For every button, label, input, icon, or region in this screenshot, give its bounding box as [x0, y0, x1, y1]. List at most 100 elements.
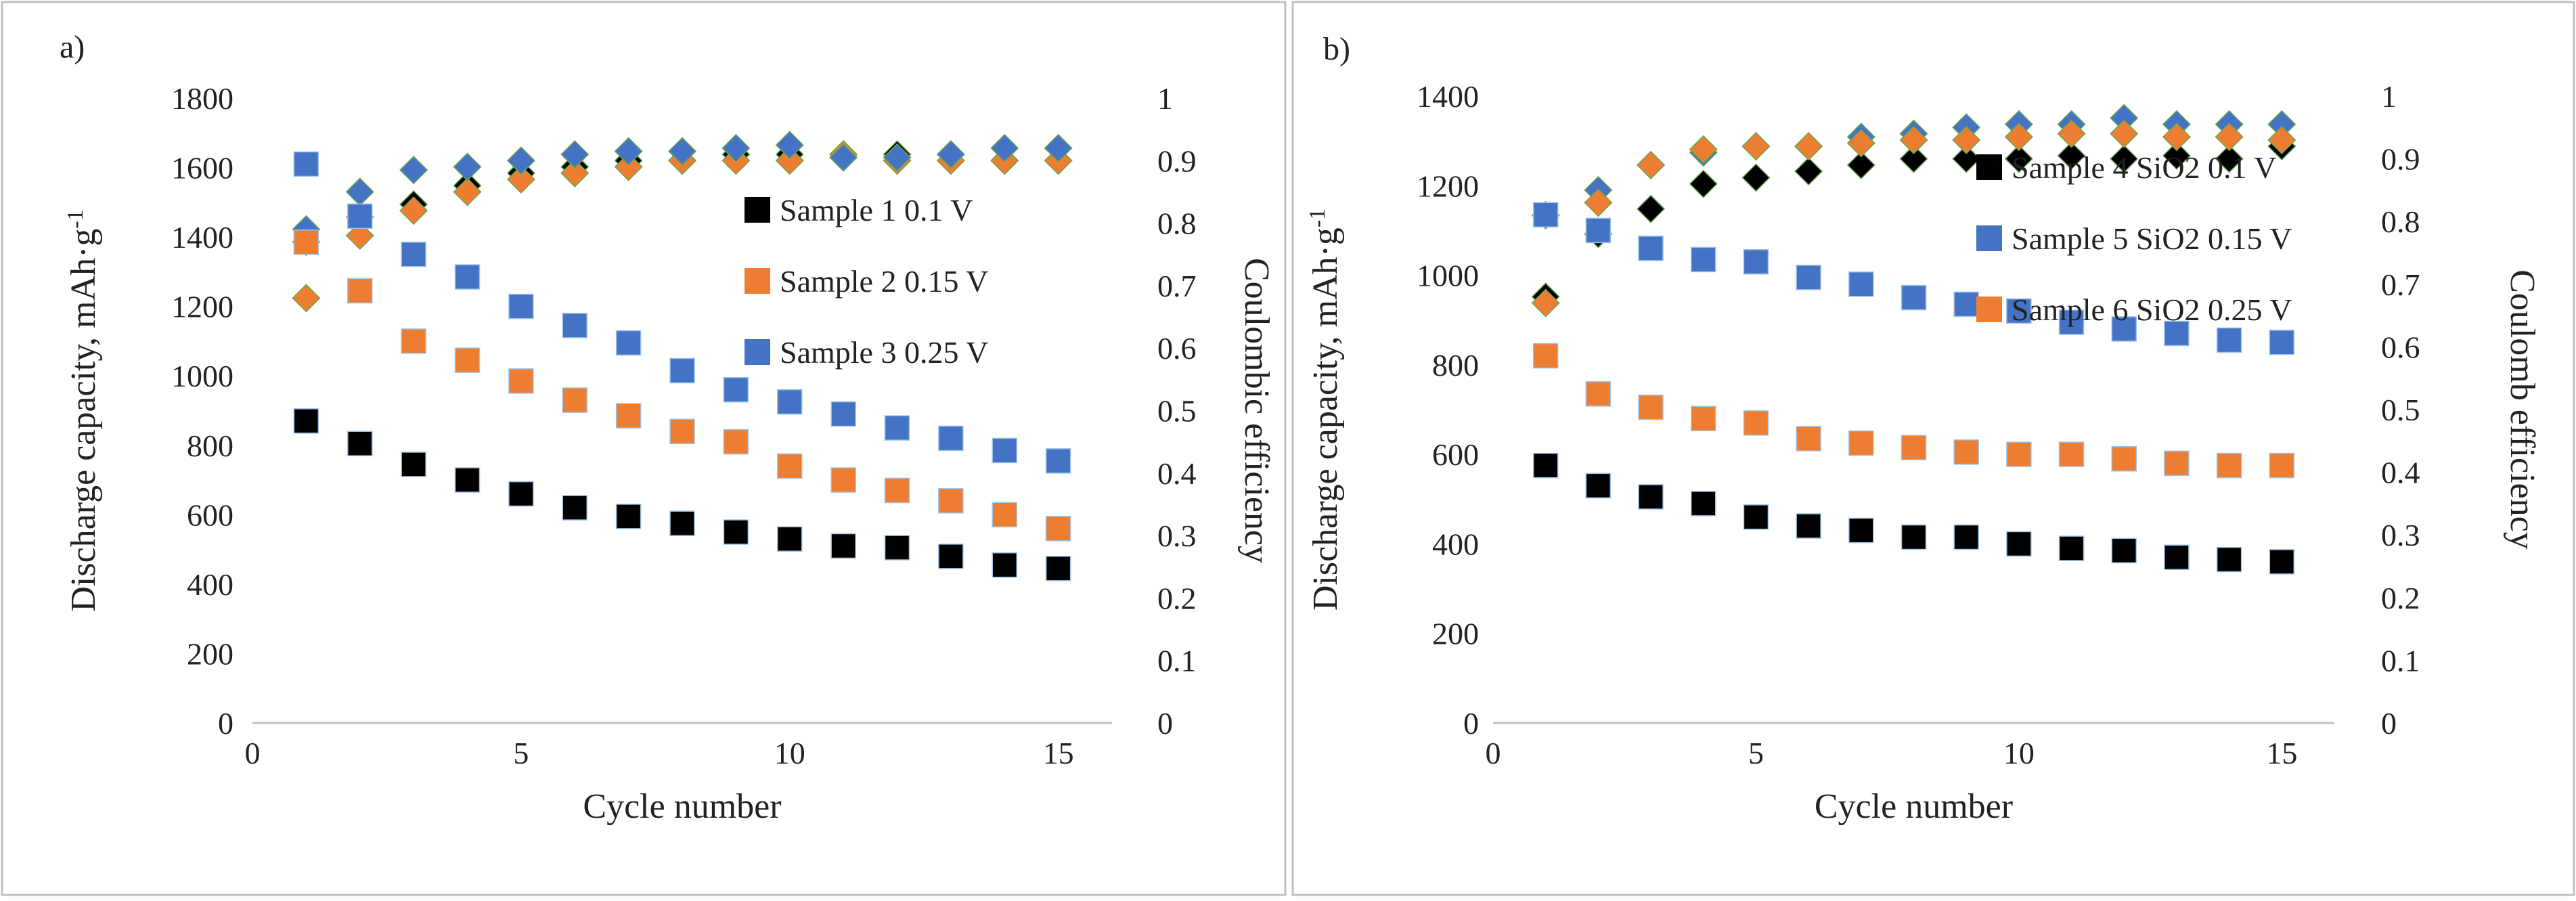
ce-point-sample-6-ce [2110, 119, 2139, 148]
capacity-point-sample-2-0-15-v [293, 229, 319, 255]
x-tick-label: 15 [1043, 736, 1074, 770]
y-tick-label: 800 [1432, 348, 1479, 382]
y-tick-label: 400 [1432, 527, 1479, 561]
capacity-point-sample-1-0-1-v [1045, 556, 1071, 581]
capacity-point-sample-6-sio2-0-25-v [1638, 394, 1664, 420]
capacity-point-sample-1-0-1-v [992, 552, 1017, 578]
legend-label: Sample 2 0.15 V [780, 264, 988, 299]
legend-marker [1976, 296, 2002, 322]
y2-tick-label: 0.1 [2381, 643, 2420, 678]
y2-tick-label: 0.5 [1157, 394, 1197, 428]
capacity-point-sample-1-0-1-v [938, 544, 964, 569]
y-tick-label: 400 [187, 567, 234, 602]
y-tick-label: 1200 [171, 290, 234, 324]
y2-tick-label: 0.4 [1157, 456, 1197, 491]
capacity-point-sample-5-sio2-0-15-v [1532, 202, 1559, 228]
capacity-point-sample-2-0-15-v [938, 488, 964, 514]
capacity-point-sample-5-sio2-0-15-v [1953, 291, 1979, 317]
y2-tick-label: 0.6 [2381, 330, 2420, 364]
y-tick-label: 200 [187, 636, 234, 671]
y-tick-label: 0 [218, 706, 234, 741]
ce-point-sample-2-ce [775, 146, 804, 175]
ce-point-sample-3-ce [453, 152, 482, 181]
y2-tick-label: 0.7 [2381, 267, 2420, 302]
chart-panel-2: b) 0 5 10 15 0 200 400 600 800 1000 1200 1400 0 0.1 0.2… [1291, 1, 2575, 896]
x-axis-title: Cycle number [583, 787, 781, 826]
capacity-point-sample-6-sio2-0-25-v [1796, 426, 1821, 452]
legend-label: Sample 1 0.1 V [780, 193, 973, 227]
chart-frame [1291, 1, 2575, 896]
y2-axis-title: Coulomb efficiency [2503, 269, 2541, 550]
capacity-point-sample-6-sio2-0-25-v [1532, 343, 1559, 369]
y2-tick-label: 0.5 [2381, 393, 2420, 427]
y2-tick-label: 0.6 [1157, 331, 1197, 366]
y2-tick-label: 0.7 [1157, 269, 1197, 303]
legend-label: Sample 3 0.25 V [780, 335, 988, 370]
capacity-point-sample-6-sio2-0-25-v [1743, 410, 1769, 436]
capacity-point-sample-4-sio2-0-1-v [1638, 484, 1664, 510]
capacity-point-sample-3-0-25-v [454, 264, 481, 290]
y2-tick-label: 1 [2381, 79, 2397, 114]
capacity-point-sample-1-0-1-v [508, 481, 534, 507]
ce-point-sample-3-ce [829, 143, 858, 172]
ce-point-sample-4-ce [1952, 144, 1981, 173]
capacity-point-sample-2-0-15-v [562, 387, 587, 413]
legend-marker [1976, 154, 2002, 180]
capacity-point-sample-4-sio2-0-1-v [1848, 517, 1874, 544]
y-axis-title: Discharge capacity, mAh·g-1 [63, 209, 104, 611]
capacity-point-sample-2-0-15-v [669, 418, 695, 445]
y-tick-label: 1200 [1417, 169, 1479, 203]
y2-tick-label: 0.3 [1157, 519, 1197, 553]
capacity-point-sample-6-sio2-0-25-v [1953, 439, 1979, 465]
x-tick-label: 0 [1486, 736, 1501, 770]
capacity-point-sample-4-sio2-0-1-v [2269, 549, 2295, 575]
capacity-point-sample-1-0-1-v [830, 533, 856, 559]
capacity-point-sample-6-sio2-0-25-v [2216, 452, 2242, 479]
capacity-point-sample-2-0-15-v [508, 368, 534, 394]
x-tick-label: 5 [1748, 736, 1764, 770]
ce-point-sample-3-ce [1044, 133, 1073, 162]
legend-marker [745, 268, 770, 294]
capacity-point-sample-5-sio2-0-15-v [1691, 246, 1716, 273]
capacity-point-sample-4-sio2-0-1-v [2058, 535, 2085, 561]
capacity-point-sample-4-sio2-0-1-v [2111, 537, 2137, 564]
capacity-point-sample-4-sio2-0-1-v [1585, 473, 1612, 499]
capacity-point-sample-1-0-1-v [454, 467, 481, 493]
ce-point-sample-6-ce [1952, 125, 1981, 154]
ce-point-sample-2-ce [399, 196, 428, 225]
ce-point-sample-4-ce [1741, 163, 1771, 192]
capacity-point-sample-1-0-1-v [293, 408, 319, 434]
ce-point-sample-2-ce [560, 158, 590, 188]
capacity-point-sample-2-0-15-v [830, 467, 856, 493]
ce-point-sample-6-ce [1846, 129, 1875, 158]
capacity-point-sample-6-sio2-0-25-v [2111, 446, 2137, 472]
capacity-point-sample-4-sio2-0-1-v [1796, 513, 1821, 539]
x-axis-title: Cycle number [1815, 787, 2013, 826]
ce-point-sample-3-ce [506, 146, 535, 175]
y2-tick-label: 0.9 [1157, 144, 1197, 178]
capacity-point-sample-3-0-25-v [938, 425, 964, 452]
y2-tick-label: 0.4 [2381, 456, 2420, 490]
chart-frame [1, 1, 1287, 896]
y2-tick-label: 0.2 [1157, 581, 1197, 615]
y2-tick-label: 0.8 [1157, 206, 1197, 241]
capacity-point-sample-1-0-1-v [347, 431, 373, 456]
y-tick-label: 1800 [171, 81, 234, 116]
y2-tick-label: 0.3 [2381, 518, 2420, 552]
capacity-point-sample-2-0-15-v [777, 453, 803, 479]
capacity-point-sample-6-sio2-0-25-v [2006, 441, 2032, 467]
capacity-point-sample-5-sio2-0-15-v [1585, 217, 1612, 244]
capacity-point-sample-2-0-15-v [1045, 516, 1071, 542]
capacity-point-sample-6-sio2-0-25-v [1848, 430, 1874, 456]
capacity-point-sample-5-sio2-0-15-v [1796, 265, 1821, 290]
ce-point-sample-3-ce [345, 177, 374, 206]
capacity-point-sample-6-sio2-0-25-v [1585, 381, 1612, 407]
capacity-point-sample-3-0-25-v [508, 293, 534, 320]
ce-point-sample-2-ce [292, 284, 321, 313]
ce-point-sample-6-ce [1794, 132, 1823, 161]
x-tick-label: 15 [2266, 736, 2297, 770]
capacity-point-sample-3-0-25-v [830, 401, 856, 427]
y-tick-label: 1400 [171, 220, 234, 255]
ce-point-sample-4-ce [2162, 141, 2191, 171]
